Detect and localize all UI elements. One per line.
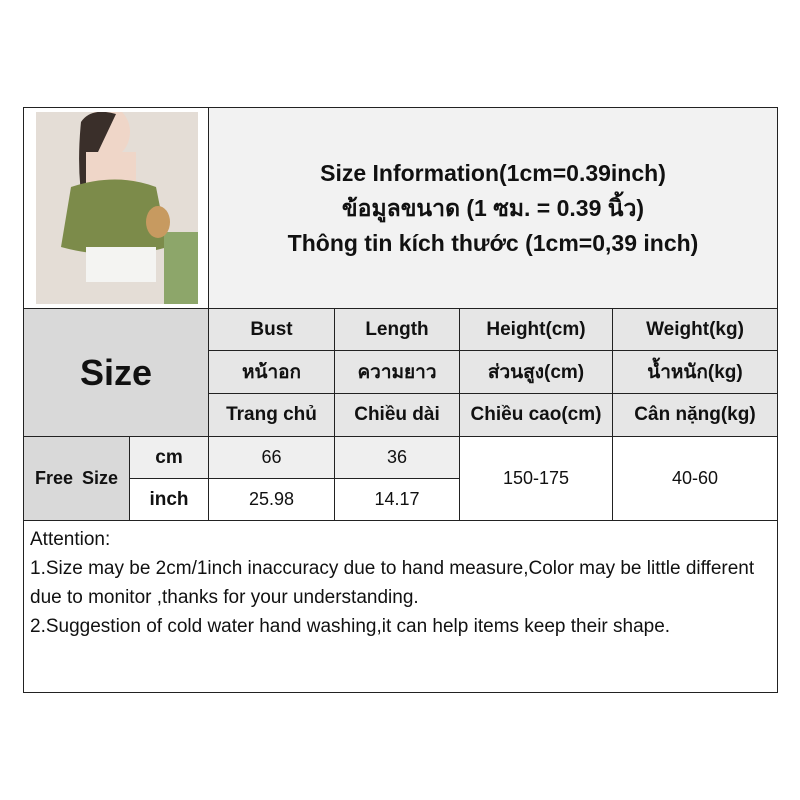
header-bust-vi: Trang chủ — [208, 393, 335, 437]
header-height-th: ส่วนสูง(cm) — [459, 350, 613, 394]
weight-range: 40-60 — [612, 436, 778, 521]
title-vi: Thông tin kích thước (1cm=0,39 inch) — [287, 229, 699, 256]
bust-inch: 25.98 — [208, 478, 335, 521]
attention-notes: Attention: 1.Size may be 2cm/1inch inacc… — [23, 520, 778, 693]
attention-note-1: 1.Size may be 2cm/1inch inaccuracy due t… — [30, 558, 755, 608]
header-length-en: Length — [334, 308, 460, 351]
header-weight-vi: Cân nặng(kg) — [612, 393, 778, 437]
attention-note-2: 2.Suggestion of cold water hand washing,… — [30, 616, 671, 637]
length-cm: 36 — [334, 436, 460, 479]
bust-cm: 66 — [208, 436, 335, 479]
height-range: 150-175 — [459, 436, 613, 521]
header-bust-th: หน้าอก — [208, 350, 335, 394]
header-bust-en: Bust — [208, 308, 335, 351]
title-th: ข้อมูลขนาด (1 ซม. = 0.39 นิ้ว) — [341, 194, 645, 221]
length-inch: 14.17 — [334, 478, 460, 521]
header-length-th: ความยาว — [334, 350, 460, 394]
title-en: Size Information(1cm=0.39inch) — [320, 159, 666, 186]
size-label: Size — [23, 308, 209, 437]
title-cell: Size Information(1cm=0.39inch) ข้อมูลขนา… — [208, 107, 778, 309]
header-height-vi: Chiều cao(cm) — [459, 393, 613, 437]
header-length-vi: Chiều dài — [334, 393, 460, 437]
unit-inch: inch — [129, 478, 209, 521]
attention-heading: Attention: — [30, 529, 111, 550]
row-free-size: Free Size — [23, 436, 130, 521]
unit-cm: cm — [129, 436, 209, 479]
header-weight-th: น้ำหนัก(kg) — [612, 350, 778, 394]
product-photo — [36, 112, 198, 304]
header-weight-en: Weight(kg) — [612, 308, 778, 351]
header-height-en: Height(cm) — [459, 308, 613, 351]
